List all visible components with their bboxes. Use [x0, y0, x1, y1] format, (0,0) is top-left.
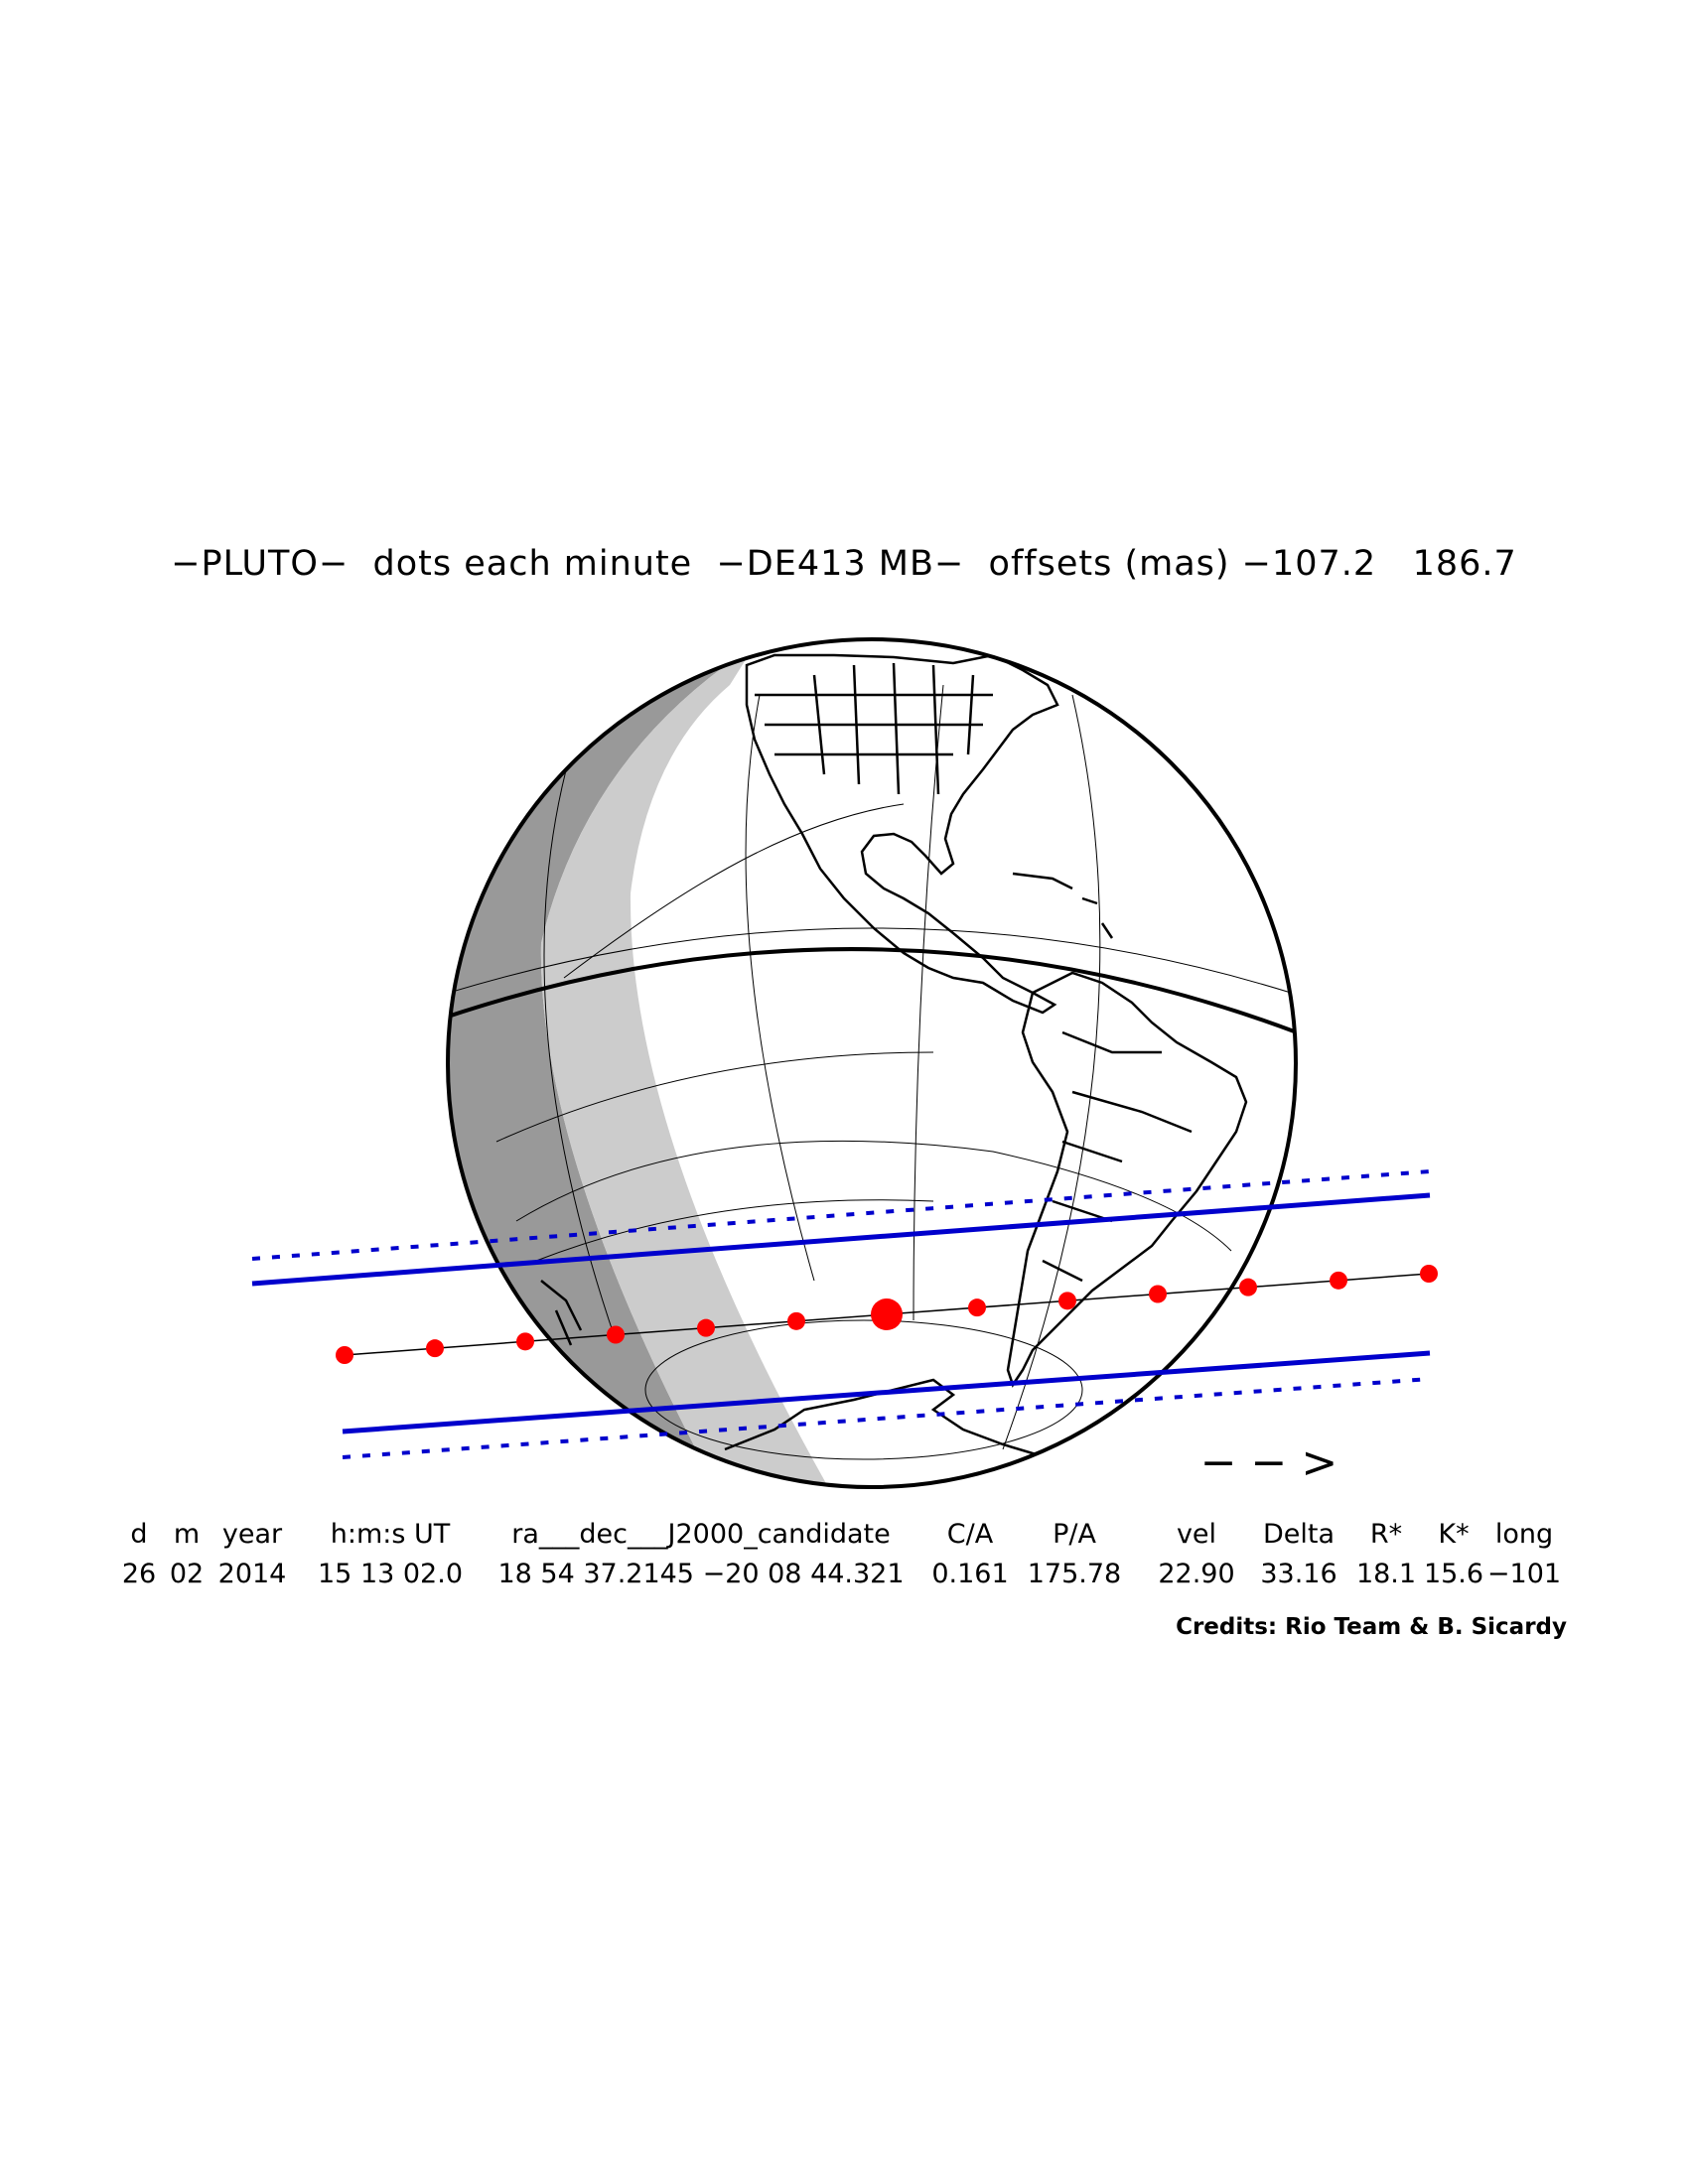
north-america-coast	[745, 653, 1059, 1015]
table-header: year	[221, 1519, 283, 1550]
equator-line	[448, 947, 1296, 1034]
table-header: P/A	[1053, 1519, 1096, 1550]
credits: Credits: Rio Team & B. Sicardy	[1176, 1614, 1567, 1640]
table-value: 0.161	[931, 1559, 1009, 1589]
minute-dot	[1149, 1285, 1167, 1303]
south-outer-limit	[342, 1377, 1431, 1459]
minute-dot	[787, 1311, 805, 1330]
table-header: K*	[1438, 1519, 1470, 1550]
globe-icon	[446, 637, 1298, 1489]
minute-dot	[426, 1339, 444, 1358]
table-value: 15 13 02.0	[318, 1559, 463, 1589]
south-shadow-limit	[342, 1350, 1431, 1434]
table-value: 2014	[217, 1559, 287, 1589]
table-value: 33.16	[1260, 1559, 1337, 1589]
table-value: 175.78	[1027, 1559, 1122, 1589]
chart-title: −PLUTO− dots each minute −DE413 MB− offs…	[171, 544, 1517, 584]
table-header: Delta	[1262, 1519, 1336, 1550]
table-header: vel	[1176, 1519, 1217, 1550]
closest-approach-dot	[871, 1298, 903, 1330]
new-zealand-coast	[540, 1280, 583, 1346]
table-header: m	[173, 1519, 201, 1550]
table-header: R*	[1369, 1519, 1403, 1550]
table-value: 15.6	[1423, 1559, 1484, 1589]
table-value: 26	[121, 1559, 157, 1589]
table-value: 18 54 37.2145 −20 08 44.321	[497, 1559, 905, 1589]
minute-dot	[336, 1346, 353, 1364]
globe-outline	[446, 637, 1298, 1489]
minute-dot	[697, 1318, 715, 1337]
graticule	[448, 684, 1292, 1460]
motion-arrow: − − >	[1200, 1437, 1338, 1488]
twilight-region	[540, 645, 864, 1487]
minute-dot	[1239, 1278, 1257, 1297]
south-america-coast	[1006, 971, 1248, 1388]
table-header: long	[1494, 1519, 1554, 1550]
coastlines	[540, 653, 1248, 1486]
table-header: ra___dec___J2000_candidate	[511, 1519, 891, 1550]
table-header: d	[130, 1519, 148, 1550]
table-value: −101	[1486, 1559, 1562, 1589]
table-header: C/A	[946, 1519, 994, 1550]
usa-states-grid	[755, 662, 993, 795]
minute-dot	[1058, 1292, 1076, 1310]
table-value: 02	[169, 1559, 205, 1589]
table-value: 22.90	[1158, 1559, 1235, 1589]
caribbean-islands	[1012, 872, 1114, 939]
table-header: h:m:s UT	[330, 1519, 451, 1550]
minute-dot	[968, 1298, 986, 1317]
table-value: 18.1	[1355, 1559, 1417, 1589]
south-america-borders	[1042, 1030, 1193, 1283]
minute-dot	[607, 1325, 625, 1344]
north-shadow-limit	[251, 1192, 1431, 1287]
minute-dot	[1420, 1265, 1438, 1283]
minute-dot	[516, 1332, 534, 1351]
minute-dot	[1330, 1271, 1347, 1290]
minute-dots	[336, 1265, 1438, 1364]
